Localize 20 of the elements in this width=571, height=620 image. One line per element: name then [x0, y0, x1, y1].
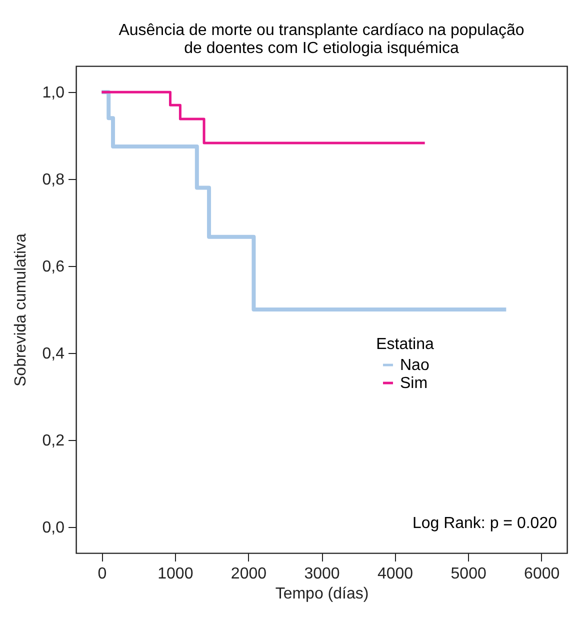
x-tick-label: 4000 [377, 566, 414, 582]
y-tick-label: 0,4 [42, 345, 65, 362]
x-tick-label: 1000 [158, 566, 194, 582]
y-tick-label: 0,6 [42, 258, 65, 276]
y-tick-label: 0,8 [42, 172, 65, 189]
x-tick-label: 5000 [450, 566, 486, 582]
x-tick-label: 6000 [524, 566, 560, 582]
legend-title: Estatina [376, 336, 434, 353]
legend-label: Sim [400, 375, 428, 392]
y-tick-label: 1,0 [42, 84, 65, 102]
x-tick-label: 2000 [230, 566, 267, 582]
y-axis-title: Sobrevida cumulativa [12, 233, 30, 386]
annotation: Log Rank: p = 0.020 [412, 515, 558, 532]
y-tick-label: 0,0 [42, 519, 65, 536]
legend-label: Nao [400, 357, 430, 374]
x-axis-title: Tempo (días) [275, 586, 369, 602]
x-tick-label: 3000 [304, 566, 340, 582]
y-tick-label: 0,2 [42, 432, 65, 450]
x-tick-label: 0 [98, 566, 107, 582]
chart-title: Ausência de morte ou transplante cardíaco na população de doentes com IC etiologia isquémica [118, 22, 524, 57]
